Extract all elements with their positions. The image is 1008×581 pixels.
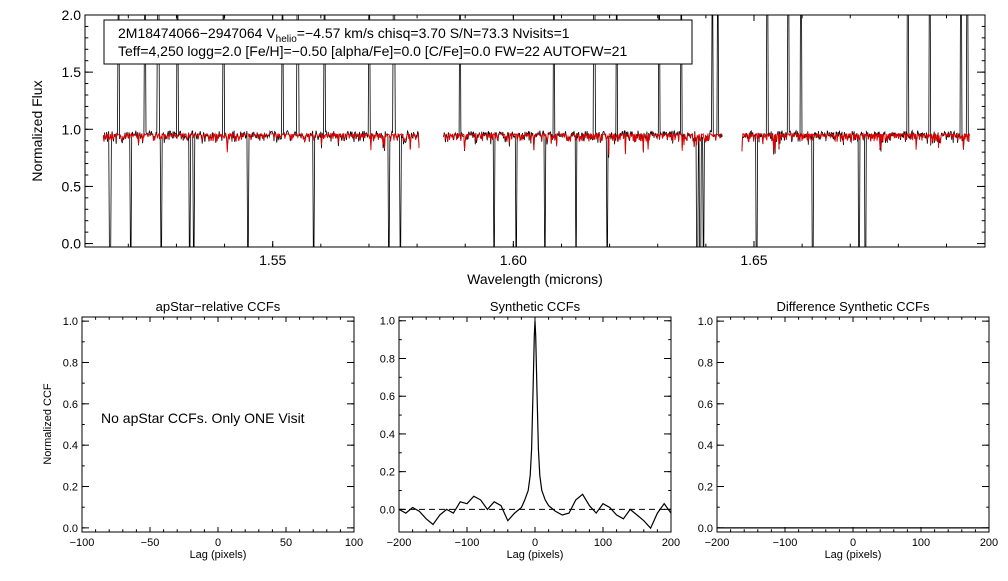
x-tick-label: −50 [141,537,160,549]
synthetic-ccf-xlabel: Lag (pixels) [507,549,564,561]
x-tick-label: 1.55 [259,252,286,268]
difference-ccf-xlabel: Lag (pixels) [825,549,882,561]
x-tick-label: 0 [532,537,538,549]
y-tick-label: 0.2 [698,481,713,493]
x-tick-label: −100 [70,537,95,549]
x-tick-label: −100 [455,537,480,549]
y-tick-label: 0.2 [63,481,78,493]
spectrum-ylabel: Normalized Flux [29,80,45,181]
y-tick-label: 0.4 [698,440,713,452]
x-tick-label: 50 [280,537,292,549]
y-tick-label: 0.8 [63,357,78,369]
apstar-ccf-xlabel: Lag (pixels) [190,549,247,561]
y-tick-label: 1.0 [63,316,78,328]
x-tick-label: 1.65 [740,252,767,268]
synthetic-ccf-panel: −200 −100 0 100 200 0.0 0.2 0.4 0.6 0.8 1.0 Synthe… [380,299,680,561]
x-tick-label: −200 [705,537,730,549]
x-tick-label: 0 [850,537,856,549]
synthetic-ccf-line [398,320,672,530]
difference-ccf-axis-ticks: −200 −100 0 100 200 0.0 0.2 0.4 0.6 0.8 1.0 [698,316,998,549]
model-spectrum-line [102,132,420,153]
x-tick-label: 200 [662,537,680,549]
x-tick-label: 0 [215,537,221,549]
y-tick-label: 1.0 [698,316,713,328]
spectrum-title-line1: 2M18474066−2947064 Vhelio=−4.57 km/s chi… [118,25,570,45]
y-tick-label: 0.0 [62,236,82,252]
x-tick-label: 100 [912,537,930,549]
synthetic-ccf-frame [398,316,672,533]
model-spectrum-line [443,132,723,155]
synthetic-ccf-traces [398,320,672,530]
y-tick-label: 0.6 [63,399,78,411]
observed-spectrum-line [102,15,420,247]
x-tick-label: 100 [345,537,363,549]
difference-ccf-title: Difference Synthetic CCFs [777,299,930,314]
x-tick-label: 1.60 [500,252,527,268]
x-tick-label: −100 [773,537,798,549]
synthetic-ccf-title: Synthetic CCFs [490,299,581,314]
synthetic-ccf-axis-ticks: −200 −100 0 100 200 0.0 0.2 0.4 0.6 0.8 1.0 [380,316,680,549]
apstar-ccf-panel: −100 −50 0 50 100 0.0 0.2 0.4 0.6 0.8 1.0 apStar−r… [42,299,363,561]
y-tick-label: 0.0 [380,504,395,516]
apstar-ccf-ylabel: Normalized CCF [42,383,54,465]
difference-ccf-frame [716,316,990,533]
spectrum-panel: 1.55 1.60 1.65 0.0 0.5 1.0 1.5 2.0 2M18474066−2… [29,7,986,287]
spectrum-xlabel: Wavelength (microns) [467,271,603,287]
y-tick-label: 0.0 [698,523,713,535]
spectrum-info-box [103,19,693,65]
y-tick-label: 1.0 [62,121,82,137]
apstar-ccf-axis-ticks: −100 −50 0 50 100 0.0 0.2 0.4 0.6 0.8 1.0 [63,316,363,549]
y-tick-label: 0.8 [698,357,713,369]
spectrum-traces [102,15,970,247]
spectrum-axis-ticks: 1.55 1.60 1.65 0.0 0.5 1.0 1.5 2.0 [62,7,985,268]
apstar-ccf-title: apStar−relative CCFs [156,299,281,314]
y-tick-label: 1.5 [62,64,82,80]
y-tick-label: 0.5 [62,178,82,194]
spectrum-title-line2: Teff=4,250 logg=2.0 [Fe/H]=−0.50 [alpha/… [118,43,627,59]
y-tick-label: 0.6 [698,399,713,411]
spectrum-frame [84,14,986,248]
y-tick-label: 0.0 [63,523,78,535]
observed-spectrum-line [741,15,970,247]
x-tick-label: 200 [980,537,998,549]
y-tick-label: 0.4 [63,440,78,452]
y-tick-label: 0.2 [380,467,395,479]
x-tick-label: 100 [594,537,612,549]
y-tick-label: 0.6 [380,391,395,403]
difference-ccf-panel: −200 −100 0 100 200 0.0 0.2 0.4 0.6 0.8 1.0 Differ… [698,299,998,561]
y-tick-label: 1.0 [380,316,395,328]
x-tick-label: −200 [387,537,412,549]
model-spectrum-line [741,132,970,152]
apstar-ccf-message: No apStar CCFs. Only ONE Visit [101,410,305,426]
y-tick-label: 0.4 [380,429,395,441]
y-tick-label: 2.0 [62,7,82,23]
y-tick-label: 0.8 [380,353,395,365]
